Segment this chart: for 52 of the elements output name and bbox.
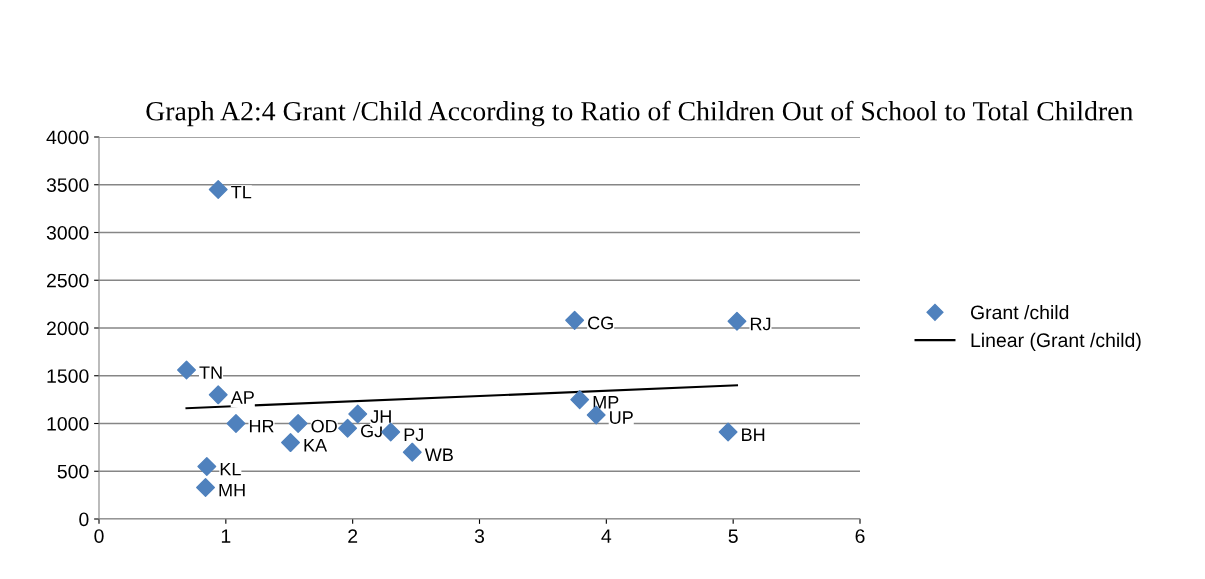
point [727, 311, 747, 331]
point [226, 414, 246, 433]
x-tick-label: 4 [601, 529, 612, 543]
annotation: RJ [750, 317, 771, 331]
point [381, 422, 401, 442]
x-tick-label: 2 [348, 529, 358, 543]
point [402, 442, 422, 462]
annotation: KL [220, 462, 241, 476]
annotation: GJ [361, 424, 382, 438]
y-tick-label: 3000 [46, 225, 89, 240]
annotation: AP [230, 391, 254, 404]
point [565, 310, 585, 330]
y-tick-label: 1500 [47, 369, 89, 383]
point [208, 180, 228, 200]
y-tick-label: 2000 [47, 321, 89, 336]
annotation: KA [304, 439, 328, 452]
point [281, 433, 300, 453]
y-tick-label: 0 [79, 512, 89, 527]
y-tick-label: 500 [57, 464, 89, 479]
y-tick-label: 1000 [47, 416, 89, 431]
annotation: HR [249, 419, 274, 433]
annotation: WB [424, 448, 453, 461]
x-tick-label: 1 [221, 529, 231, 543]
annotation: JH [370, 410, 391, 423]
annotation: OD [311, 419, 337, 433]
point [718, 422, 738, 442]
annotation: TN [199, 366, 222, 379]
point [348, 404, 368, 424]
y-tick-label: 3500 [46, 178, 89, 192]
x-tick-label: 6 [855, 529, 865, 543]
annotation: TL [231, 185, 252, 199]
annotation: MP [593, 396, 619, 409]
legend-label: Linear (Grant /child) [971, 332, 1141, 351]
x-tick-label: 3 [474, 529, 485, 543]
x-tick-label: 5 [728, 529, 738, 543]
point [177, 360, 196, 380]
annotation: MH [219, 483, 245, 497]
annotation: UP [610, 411, 633, 424]
legend-label: Grant /child [970, 305, 1069, 320]
point [208, 385, 228, 405]
point [338, 418, 358, 438]
point [288, 414, 308, 433]
y-tick-label: 4000 [46, 130, 89, 145]
chart-title: Graph A2:4 Grant /Child According to Ratio of Children Out of School to Total Children [146, 100, 1133, 127]
annotation: PJ [404, 428, 423, 442]
annotation: CG [588, 316, 613, 330]
point [196, 478, 216, 497]
annotation: BH [742, 428, 765, 441]
y-tick-label: 2500 [47, 273, 89, 288]
point [197, 456, 217, 476]
point [570, 390, 590, 410]
x-tick-label: 0 [94, 529, 104, 543]
